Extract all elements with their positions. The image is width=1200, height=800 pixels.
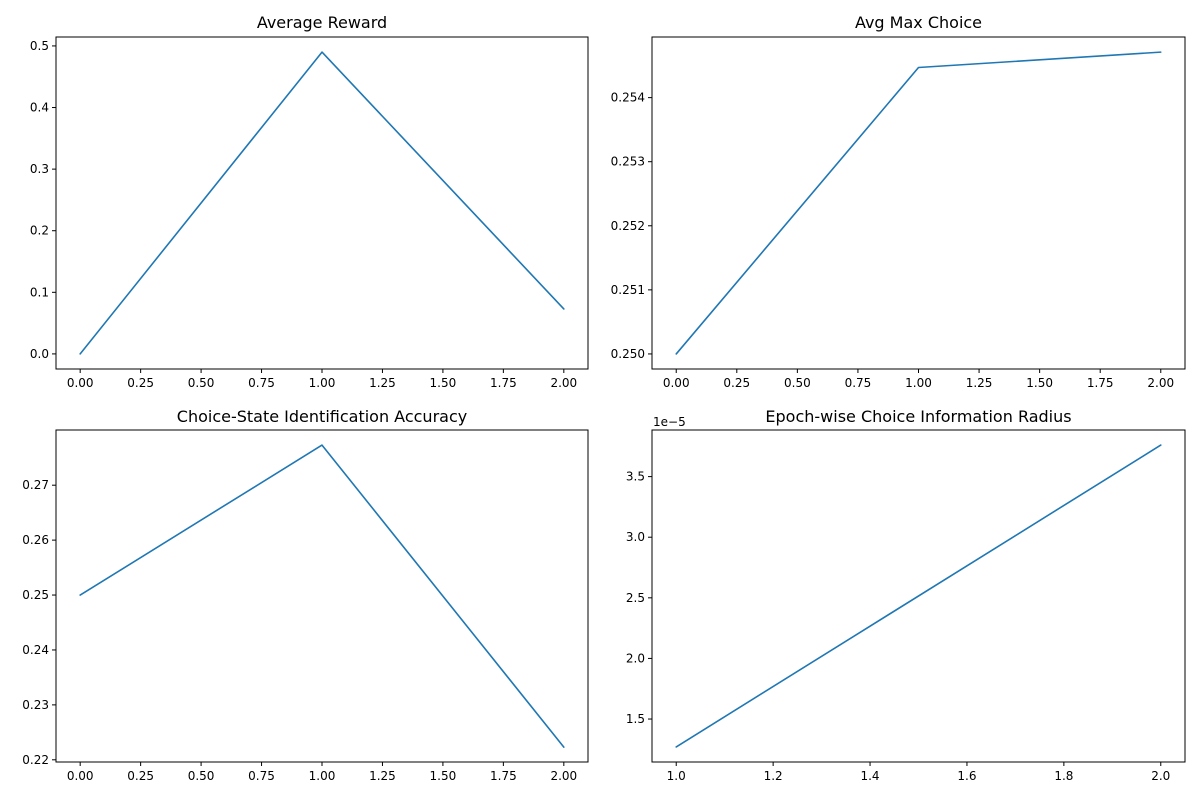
subplot-information-radius: Epoch-wise Choice Information Radius 1e−… xyxy=(626,407,1186,783)
series-line xyxy=(79,444,565,748)
y-tick-label: 0.3 xyxy=(30,162,49,176)
x-tick-label: 1.8 xyxy=(1054,769,1073,783)
subplot-title: Epoch-wise Choice Information Radius xyxy=(765,407,1071,426)
plot-area: 0.00 0.25 0.50 0.75 1.00 1.25 1.50 1.75 2.00 0.22… xyxy=(22,429,589,783)
x-tick-label: 0.00 xyxy=(67,376,94,390)
axes-frame xyxy=(651,429,1186,763)
x-tick-label: 1.6 xyxy=(957,769,976,783)
subplot-average-reward: Average Reward 0.00 0.25 0.50 0.75 1.00 1.25 1… xyxy=(30,13,589,390)
x-tick-label: 1.50 xyxy=(1026,376,1053,390)
y-tick-label: 0.251 xyxy=(611,283,645,297)
x-tick-label: 1.2 xyxy=(764,769,783,783)
x-tick-label: 1.25 xyxy=(966,376,993,390)
y-tick-label: 0.0 xyxy=(30,347,49,361)
y-tick-label: 0.252 xyxy=(611,219,645,233)
y-tick-label: 0.2 xyxy=(30,224,49,238)
x-tick-label: 1.0 xyxy=(667,769,686,783)
x-tick-label: 0.75 xyxy=(248,376,275,390)
x-tick-label: 2.00 xyxy=(1147,376,1174,390)
y-tick-label: 0.25 xyxy=(22,588,49,602)
subplot-title: Average Reward xyxy=(257,13,387,32)
subplot-title: Avg Max Choice xyxy=(855,13,982,32)
x-tick-label: 1.25 xyxy=(369,376,396,390)
x-tick-label: 0.00 xyxy=(663,376,690,390)
x-tick-label: 1.50 xyxy=(430,376,457,390)
x-tick-label: 1.00 xyxy=(905,376,932,390)
plot-area: 0.00 0.25 0.50 0.75 1.00 1.25 1.50 1.75 2.00 0.25… xyxy=(611,36,1186,390)
x-tick-label: 0.75 xyxy=(845,376,872,390)
y-tick-label: 0.253 xyxy=(611,155,645,169)
y-tick-label: 3.5 xyxy=(626,470,645,484)
y-tick-label: 0.27 xyxy=(22,478,49,492)
y-tick-label: 1.5 xyxy=(626,712,645,726)
y-tick-label: 0.250 xyxy=(611,347,645,361)
y-tick-label: 0.4 xyxy=(30,101,49,115)
subplot-choice-state-accuracy: Choice-State Identification Accuracy 0.0… xyxy=(22,407,589,783)
x-tick-label: 0.50 xyxy=(188,769,215,783)
y-axis-offset-label: 1e−5 xyxy=(653,415,686,429)
x-tick-label: 2.00 xyxy=(550,376,577,390)
y-tick-label: 0.26 xyxy=(22,533,49,547)
plot-area: 1.0 1.2 1.4 1.6 1.8 2.0 1.5 2.0 2.5 3.0 3.5 xyxy=(626,429,1186,783)
y-tick-label: 0.24 xyxy=(22,643,49,657)
x-tick-label: 1.75 xyxy=(1087,376,1114,390)
x-tick-label: 1.00 xyxy=(309,769,336,783)
x-tick-label: 0.75 xyxy=(248,769,275,783)
plot-area: 0.00 0.25 0.50 0.75 1.00 1.25 1.50 1.75 2.00 0.0 0… xyxy=(30,36,589,390)
x-tick-label: 0.00 xyxy=(67,769,94,783)
x-tick-label: 1.50 xyxy=(430,769,457,783)
y-tick-label: 0.1 xyxy=(30,285,49,299)
y-tick-label: 3.0 xyxy=(626,530,645,544)
y-tick-label: 0.5 xyxy=(30,39,49,53)
x-tick-label: 0.50 xyxy=(188,376,215,390)
series-line xyxy=(675,444,1162,748)
x-tick-label: 0.25 xyxy=(723,376,750,390)
y-tick-label: 0.22 xyxy=(22,753,49,767)
y-tick-label: 0.254 xyxy=(611,91,645,105)
x-tick-label: 0.25 xyxy=(127,769,154,783)
y-tick-label: 2.0 xyxy=(626,651,645,665)
x-tick-label: 1.4 xyxy=(860,769,879,783)
y-tick-label: 0.23 xyxy=(22,698,49,712)
x-tick-label: 1.25 xyxy=(369,769,396,783)
x-tick-label: 2.0 xyxy=(1151,769,1170,783)
x-tick-label: 1.75 xyxy=(490,376,517,390)
series-line xyxy=(79,51,565,355)
subplot-avg-max-choice: Avg Max Choice 0.00 0.25 0.50 0.75 1.00 1.25 1… xyxy=(611,13,1186,390)
x-tick-label: 0.25 xyxy=(127,376,154,390)
x-tick-label: 2.00 xyxy=(550,769,577,783)
subplot-title: Choice-State Identification Accuracy xyxy=(177,407,467,426)
x-tick-label: 1.75 xyxy=(490,769,517,783)
y-tick-label: 2.5 xyxy=(626,591,645,605)
x-tick-label: 1.00 xyxy=(309,376,336,390)
x-tick-label: 0.50 xyxy=(784,376,811,390)
series-line xyxy=(675,51,1162,355)
